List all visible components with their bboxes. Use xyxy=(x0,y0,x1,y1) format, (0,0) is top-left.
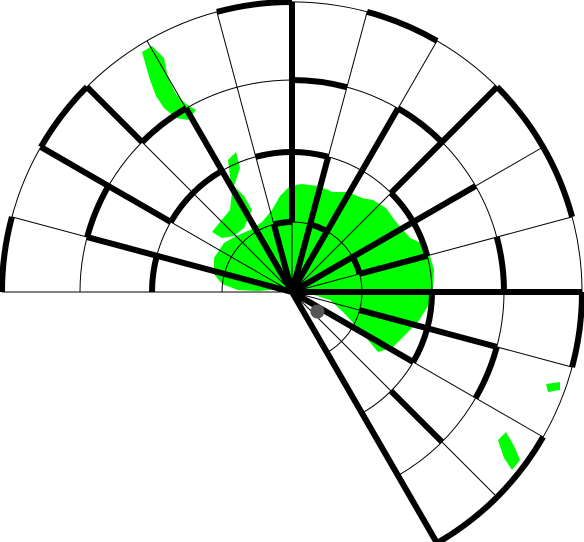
explored-region-strip xyxy=(212,152,252,238)
maze-arc-wall-9 xyxy=(84,184,112,238)
maze-radial-wall-10 xyxy=(358,252,428,277)
maze-arc-wall-1 xyxy=(38,84,90,149)
maze-arc-wall-2 xyxy=(216,0,293,15)
maze-arc-wall-0 xyxy=(0,216,15,293)
maze-arc-wall-3 xyxy=(366,9,439,44)
explored-region-south-1 xyxy=(546,382,560,392)
maze-arc-wall-15 xyxy=(149,255,160,293)
player-layer xyxy=(310,304,325,319)
maze-arc-wall-7 xyxy=(494,435,546,500)
maze-radial-wall-8 xyxy=(388,84,500,196)
maze-arc-wall-8 xyxy=(435,494,500,542)
player-marker xyxy=(310,304,325,319)
maze-radial-wall-7 xyxy=(289,106,401,294)
grid-spoke-11 xyxy=(291,216,573,293)
maze-arc-wall-14 xyxy=(472,346,500,400)
maze-arc-wall-13 xyxy=(493,236,508,293)
maze-radial-wall-14 xyxy=(388,388,445,445)
maze-radial-wall-4 xyxy=(271,223,295,293)
maze-arc-wall-11 xyxy=(291,76,348,91)
maze-radial-wall-0 xyxy=(86,234,293,295)
maze-radial-wall-6 xyxy=(289,156,332,293)
maze-radial-wall-13 xyxy=(290,289,415,365)
maze-radial-wall-15 xyxy=(289,290,440,542)
maze-radial-wall-1 xyxy=(39,144,173,225)
maze-arc-wall-5 xyxy=(540,145,575,218)
maze-radial-wall-2 xyxy=(84,84,145,145)
maze-radial-wall-12 xyxy=(358,307,498,350)
maze-arc-wall-10 xyxy=(139,105,188,145)
maze-arc-wall-6 xyxy=(569,291,584,368)
maze-radial-wall-3 xyxy=(183,106,295,294)
explored-region-south-2 xyxy=(498,432,520,470)
maze-arc-wall-4 xyxy=(494,84,546,149)
maze-arc-wall-16 xyxy=(168,168,224,224)
maze-arc-wall-12 xyxy=(396,105,445,145)
maze-arc-wall-20 xyxy=(273,219,293,228)
maze-radial-wall-9 xyxy=(290,183,478,295)
